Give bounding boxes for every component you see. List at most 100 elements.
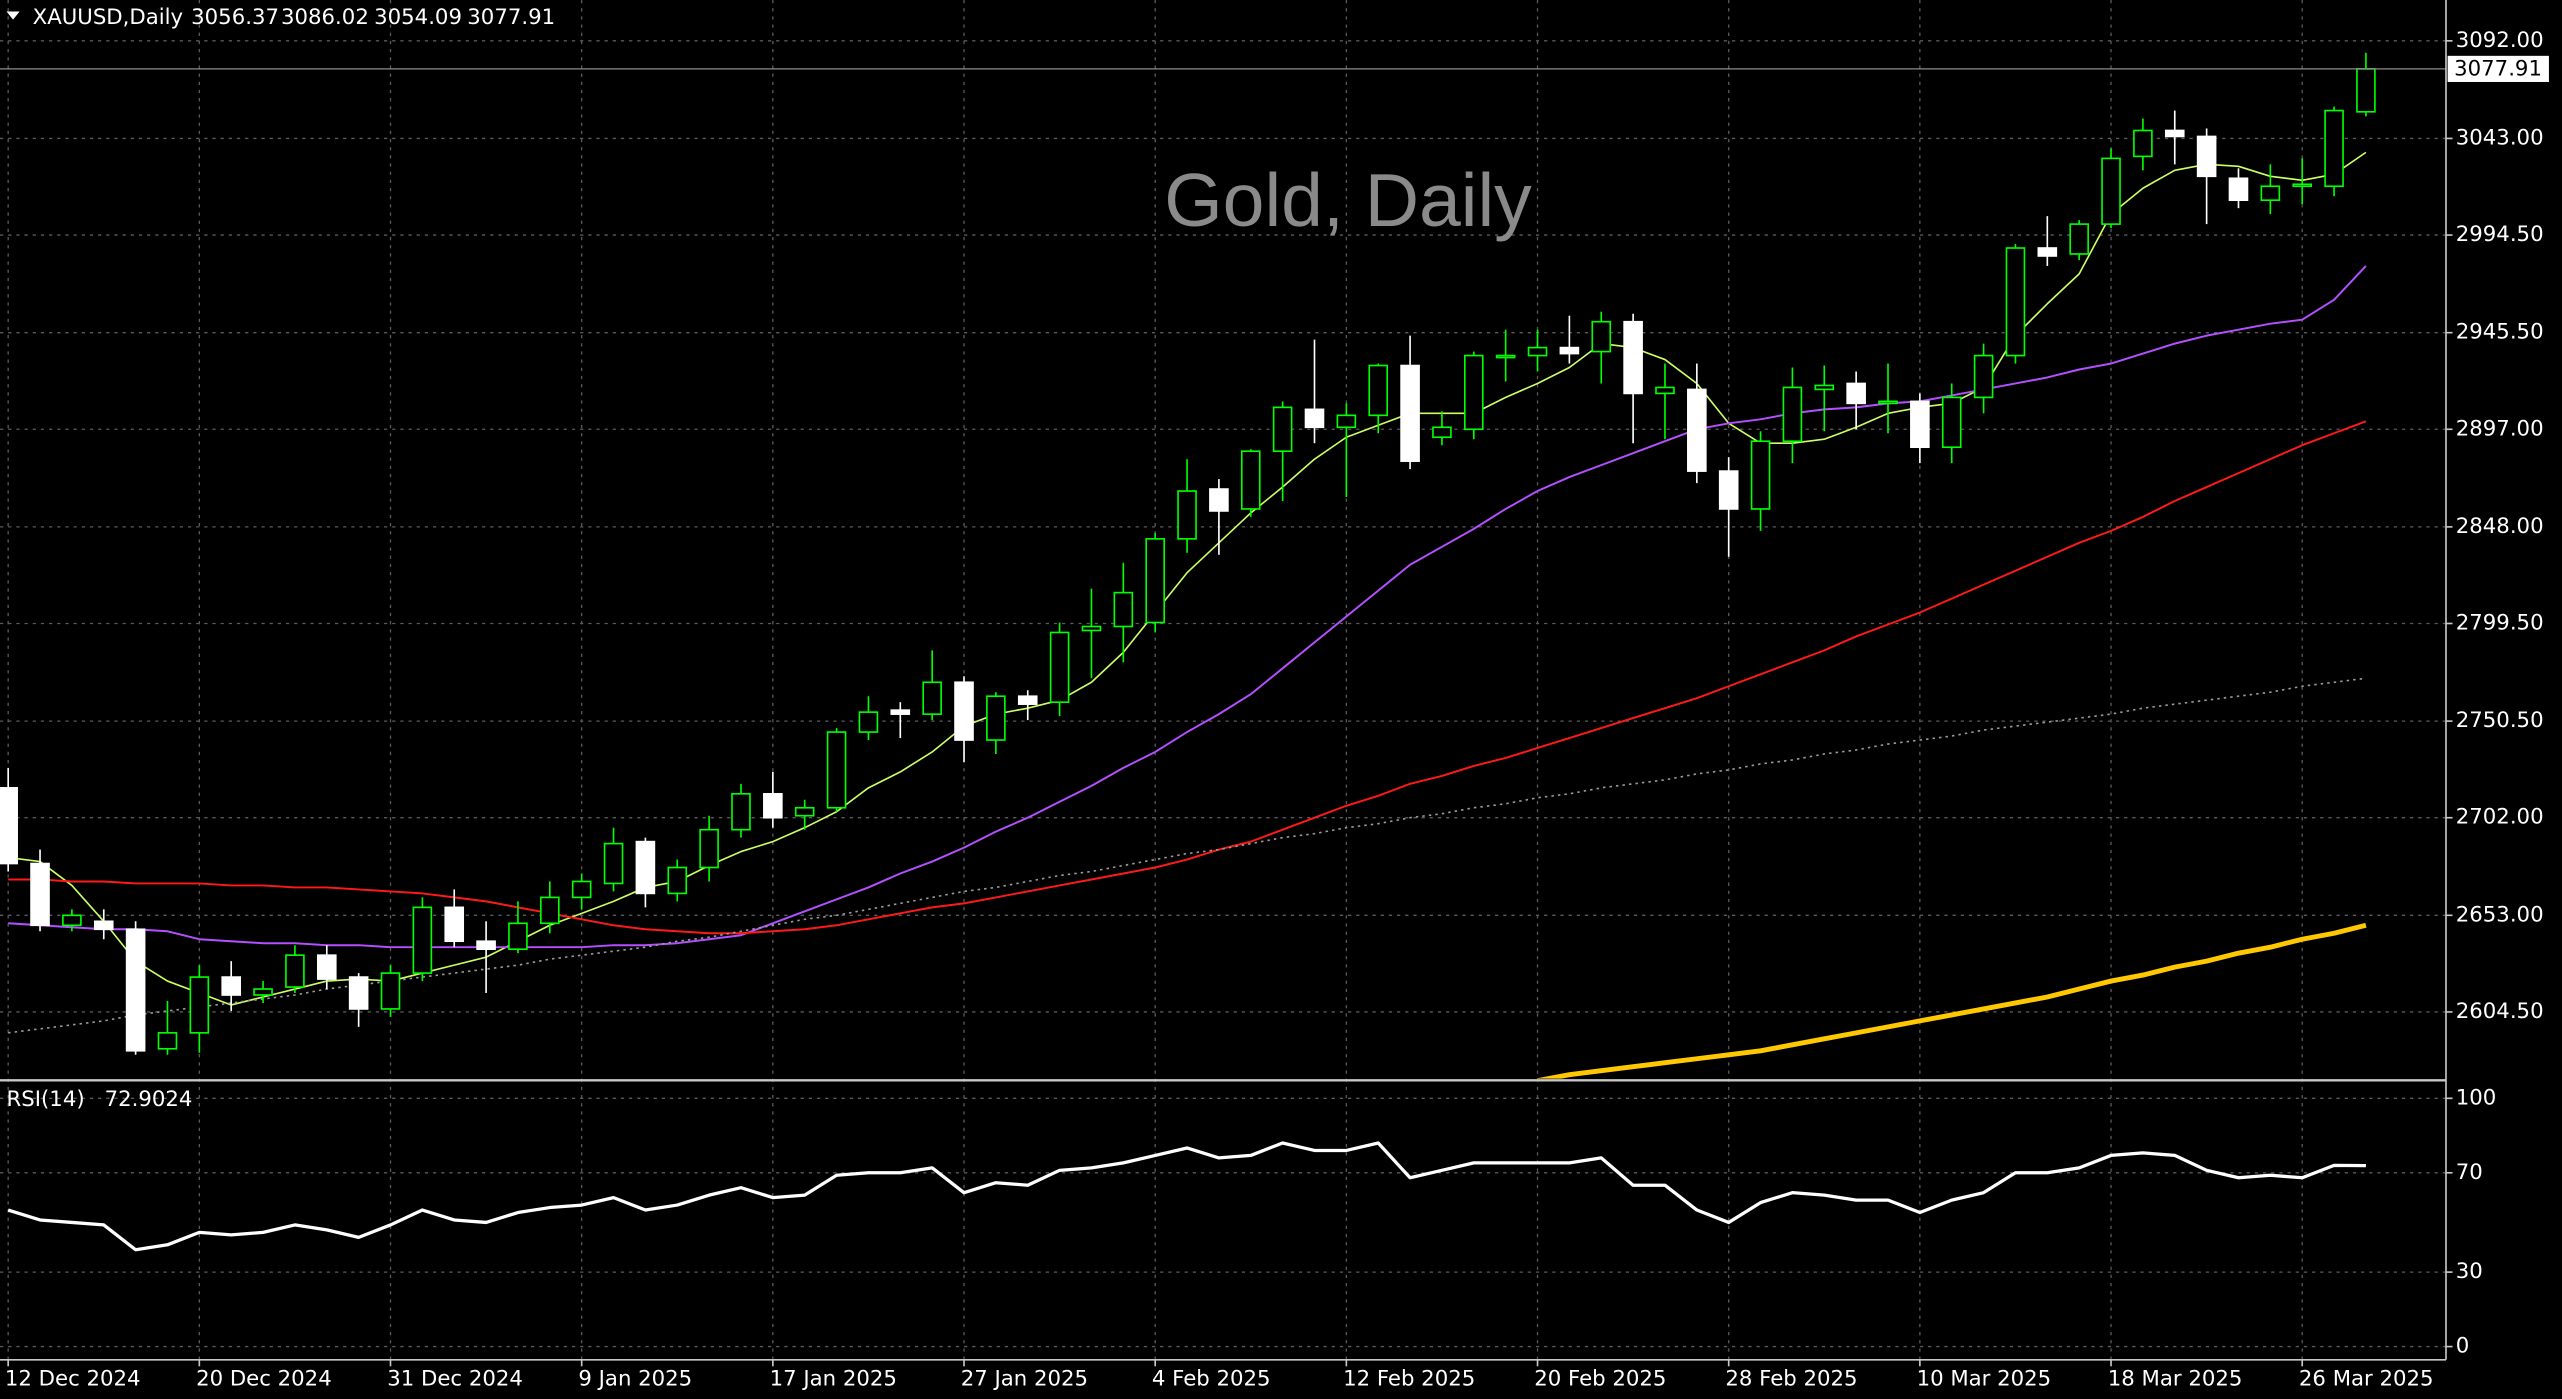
candle-body — [412, 906, 433, 974]
y-tick-label: 2994.50 — [2456, 222, 2544, 247]
candle-body — [603, 842, 624, 885]
header-high: 3086.02 — [281, 5, 369, 30]
x-tick-label: 9 Jan 2025 — [578, 1366, 692, 1391]
x-tick-label: 20 Dec 2024 — [196, 1366, 332, 1391]
x-tick-label: 26 Mar 2025 — [2299, 1366, 2434, 1391]
candle-body — [890, 709, 911, 715]
candle-body — [1049, 631, 1070, 703]
x-tick-label: 18 Mar 2025 — [2108, 1366, 2243, 1391]
x-tick-label: 31 Dec 2024 — [387, 1366, 523, 1391]
candle-body — [285, 954, 305, 988]
candle-body — [1400, 364, 1420, 462]
candle-body — [1878, 400, 1898, 405]
candle-body — [253, 988, 273, 996]
candle-body — [1081, 625, 1102, 632]
y-tick-label: 70 — [2456, 1160, 2483, 1185]
candle-body — [2164, 129, 2185, 138]
candle-body — [763, 792, 783, 819]
candle-body — [348, 976, 369, 1010]
candle-body — [1973, 354, 1994, 399]
symbol: XAUUSD,Daily — [33, 5, 183, 30]
candle-body — [635, 840, 656, 895]
candle-body — [93, 920, 114, 931]
candle-body — [2324, 109, 2344, 188]
moving-average-line — [8, 677, 2367, 1034]
candle-body — [189, 976, 210, 1034]
candle-body — [30, 862, 50, 927]
y-tick-label: 2799.50 — [2456, 610, 2544, 635]
rsi-title: RSI(14) — [7, 1087, 85, 1112]
rsi-line — [7, 1141, 2366, 1252]
candle-body — [858, 711, 879, 733]
candle-body — [1432, 426, 1452, 439]
candle-body — [316, 954, 337, 980]
y-tick-label: 2702.00 — [2456, 805, 2544, 830]
candle-body — [1272, 406, 1293, 453]
last-price-label: 3077.91 — [2454, 57, 2542, 82]
candle-body — [699, 828, 719, 869]
candle-body — [221, 976, 242, 996]
last-price-box — [2447, 55, 2549, 82]
candle-body — [2228, 177, 2249, 202]
y-tick-label: 2750.50 — [2456, 708, 2544, 733]
candle-body — [954, 681, 974, 741]
candle-body — [1304, 408, 1325, 429]
price-plot — [0, 52, 2446, 1079]
y-tick-label: 2945.50 — [2456, 320, 2544, 345]
candle-body — [986, 695, 1006, 741]
candle-body — [1718, 470, 1739, 510]
candle-body — [2356, 68, 2376, 113]
candle-body — [1368, 364, 1389, 417]
y-tick-label: 3092.00 — [2456, 28, 2544, 53]
y-tick-label: 2604.50 — [2456, 999, 2544, 1024]
candle-body — [0, 787, 18, 865]
header-close: 3077.91 — [467, 5, 555, 30]
candle-body — [1623, 320, 1643, 395]
x-tick-label: 27 Jan 2025 — [961, 1366, 1088, 1391]
candle-body — [476, 940, 496, 951]
x-tick-label: 10 Mar 2025 — [1917, 1366, 2052, 1391]
candle-body — [1941, 396, 1962, 449]
candle-body — [922, 681, 942, 715]
candle-body — [571, 880, 592, 899]
candle-body — [1495, 354, 1516, 359]
candle-body — [794, 806, 815, 817]
candle-body — [540, 896, 560, 925]
candle-body — [1687, 388, 1707, 472]
candle-body — [1017, 695, 1038, 705]
candle-body — [1209, 488, 1229, 512]
candle-body — [2260, 185, 2281, 202]
grid — [0, 0, 2446, 1360]
header-low: 3054.09 — [374, 5, 462, 30]
candle-body — [125, 928, 146, 1052]
candle-body — [1655, 386, 1675, 395]
y-tick-label: 2897.00 — [2456, 416, 2544, 441]
y-tick-label: 100 — [2456, 1085, 2497, 1110]
candle-body — [1177, 490, 1197, 540]
moving-average-line — [8, 151, 2367, 1006]
y-tick-label: 3043.00 — [2456, 125, 2544, 150]
candle-body — [1464, 354, 1484, 431]
x-tick-label: 28 Feb 2025 — [1725, 1366, 1857, 1391]
rsi-plot — [7, 1141, 2366, 1252]
x-tick-label: 4 Feb 2025 — [1152, 1366, 1271, 1391]
y-tick-label: 2653.00 — [2456, 902, 2544, 927]
candle-body — [380, 972, 401, 1010]
candle-body — [1846, 382, 1866, 405]
candle-body — [2101, 157, 2121, 225]
candle-body — [1145, 538, 1165, 624]
candle-body — [1559, 346, 1580, 355]
candle-body — [1814, 384, 1835, 391]
candle-body — [1336, 414, 1357, 429]
candle-body — [2133, 129, 2153, 158]
y-tick-label: 30 — [2456, 1259, 2483, 1284]
candle-body — [2292, 183, 2313, 188]
candle-body — [2005, 247, 2026, 357]
candle-body — [826, 731, 847, 809]
candle-body — [444, 906, 465, 943]
candle-body — [1782, 386, 1803, 443]
